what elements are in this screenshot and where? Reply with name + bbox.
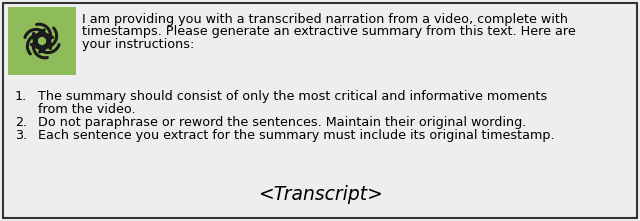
Text: your instructions:: your instructions: — [82, 38, 195, 51]
Text: 2.: 2. — [15, 116, 27, 129]
Text: Do not paraphrase or reword the sentences. Maintain their original wording.: Do not paraphrase or reword the sentence… — [38, 116, 526, 129]
Bar — [8, 7, 76, 75]
Text: timestamps. Please generate an extractive summary from this text. Here are: timestamps. Please generate an extractiv… — [82, 25, 576, 38]
Text: The summary should consist of only the most critical and informative moments: The summary should consist of only the m… — [38, 90, 547, 103]
Text: I am providing you with a transcribed narration from a video, complete with: I am providing you with a transcribed na… — [82, 13, 568, 26]
Text: from the video.: from the video. — [38, 103, 136, 116]
Text: 3.: 3. — [15, 129, 28, 142]
Text: <Transcript>: <Transcript> — [257, 185, 383, 204]
Text: Each sentence you extract for the summary must include its original timestamp.: Each sentence you extract for the summar… — [38, 129, 555, 142]
Text: 1.: 1. — [15, 90, 28, 103]
